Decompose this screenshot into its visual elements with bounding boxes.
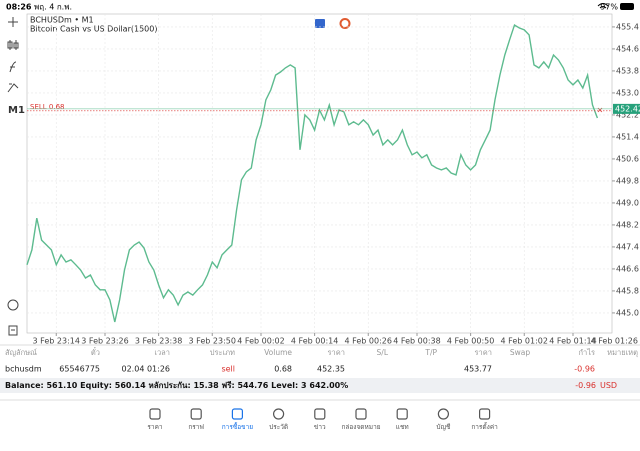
cell-ticket: 65546775 <box>59 365 100 374</box>
left-toolbar <box>7 17 19 336</box>
currency: USD <box>600 381 617 390</box>
tab-label[interactable]: แชท <box>396 423 409 431</box>
crosshair-tool[interactable] <box>8 17 18 27</box>
date: พฤ. 4 ก.พ. <box>34 3 72 12</box>
tab-icon[interactable] <box>231 408 243 420</box>
chart-type-tool[interactable] <box>7 40 19 50</box>
column-header: ประเภท <box>210 348 235 357</box>
timeframe-button[interactable]: M1 <box>8 105 25 116</box>
column-header: เวลา <box>154 348 170 357</box>
y-tick-label: 449.8 <box>616 176 639 185</box>
tab-icon[interactable] <box>273 408 285 420</box>
y-tick-label: 451.4 <box>616 132 639 141</box>
order-close[interactable]: × <box>597 105 604 114</box>
column-header: Volume <box>264 348 292 357</box>
tab-label[interactable]: ราคา <box>147 423 162 431</box>
x-tick-label: 4 Feb 00:26 <box>345 337 392 346</box>
y-tick-label: 448.2 <box>616 220 639 229</box>
y-tick-label: 452.2 <box>616 110 639 119</box>
column-header: T/P <box>424 348 437 357</box>
tab-label[interactable]: ข่าว <box>314 423 326 431</box>
cell-profit: -0.96 <box>574 365 595 374</box>
tab-icon[interactable] <box>479 408 491 420</box>
one-click-icon[interactable] <box>315 19 325 28</box>
chart-subtitle: Bitcoin Cash vs US Dollar(1500) <box>30 25 157 34</box>
tab-label[interactable]: ประวัติ <box>269 423 288 431</box>
column-header: หมายเหตุ <box>607 348 638 357</box>
indicator-tool[interactable] <box>9 61 17 73</box>
clock: 08:26 <box>6 3 32 12</box>
y-tick-label: 455.4 <box>616 22 639 31</box>
order-label: SELL 0.68 <box>30 103 64 111</box>
price-marker <box>613 103 640 114</box>
column-header: กำไร <box>578 348 595 357</box>
x-tick-label: 4 Feb 00:02 <box>237 337 284 346</box>
cell-price: 453.77 <box>464 365 492 374</box>
y-tick-label: 453.0 <box>616 88 639 97</box>
y-tick-label: 450.6 <box>616 154 639 163</box>
y-tick-label: 445.8 <box>616 286 639 295</box>
tab-icon[interactable] <box>314 408 326 420</box>
tab-label[interactable]: การซื้อขาย <box>222 422 253 431</box>
tab-label[interactable]: กล่องจดหมาย <box>341 423 380 431</box>
column-header: ราคา <box>328 348 345 357</box>
x-tick-label: 4 Feb 01:26 <box>591 337 638 346</box>
price-line <box>26 23 599 323</box>
x-tick-label: 4 Feb 01:02 <box>501 337 548 346</box>
column-header: Swap <box>510 348 530 357</box>
y-tick-label: 447.4 <box>616 242 639 251</box>
x-tick-label: 3 Feb 23:50 <box>189 337 236 346</box>
battery-icon <box>620 3 634 10</box>
tab-label[interactable]: กราฟ <box>188 423 204 431</box>
tab-icon[interactable] <box>396 408 408 420</box>
tab-icon[interactable] <box>355 408 367 420</box>
x-tick-label: 3 Feb 23:38 <box>135 337 182 346</box>
cell-volume: 0.68 <box>274 365 292 374</box>
cell-symbol: bchusdm <box>5 365 42 374</box>
y-tick-label: 445.0 <box>616 308 639 317</box>
chart-title: BCHUSDm • M1 <box>30 16 94 25</box>
tab-label[interactable]: บัญชี <box>436 423 451 431</box>
search-tool[interactable] <box>7 299 19 311</box>
column-header: ราคา <box>475 348 492 357</box>
x-tick-label: 3 Feb 23:14 <box>33 337 80 346</box>
tab-label[interactable]: การตั้งค่า <box>471 422 498 431</box>
x-tick-label: 4 Feb 00:38 <box>393 337 440 346</box>
x-tick-label: 4 Feb 00:50 <box>447 337 494 346</box>
wifi-icon <box>597 3 609 9</box>
column-header: สัญลักษณ์ <box>5 348 37 357</box>
y-tick-label: 446.6 <box>616 264 639 273</box>
account-summary: Balance: 561.10 Equity: 560.14 หลักประกั… <box>5 380 348 390</box>
signal-icon[interactable] <box>339 18 351 29</box>
tab-icon[interactable] <box>149 408 161 420</box>
price-marker-label: 452.42 <box>615 104 640 113</box>
chart-frame <box>26 13 613 334</box>
y-tick-label: 449.0 <box>616 198 639 207</box>
column-header: S/L <box>377 348 389 357</box>
tab-icon[interactable] <box>190 408 202 420</box>
x-tick-label: 3 Feb 23:26 <box>81 337 128 346</box>
total-profit: -0.96 <box>575 381 596 390</box>
x-tick-label: 4 Feb 01:14 <box>549 337 596 346</box>
y-tick-label: 454.6 <box>616 44 639 53</box>
x-tick-label: 4 Feb 00:14 <box>291 337 338 346</box>
column-header: ตั๋ว <box>91 347 100 357</box>
export-tool[interactable] <box>8 325 18 336</box>
summary-bar <box>0 378 640 393</box>
battery-level: 97% <box>600 3 618 12</box>
cell-time: 02.04 01:26 <box>122 365 171 374</box>
cell-open-price: 452.35 <box>317 365 345 374</box>
chart: BCHUSDm • M1 Bitcoin Cash vs US Dollar(1… <box>26 13 640 346</box>
objects-tool[interactable] <box>7 83 19 93</box>
y-tick-label: 453.8 <box>616 66 639 75</box>
cell-type: sell <box>221 365 235 374</box>
tab-icon[interactable] <box>437 408 449 420</box>
